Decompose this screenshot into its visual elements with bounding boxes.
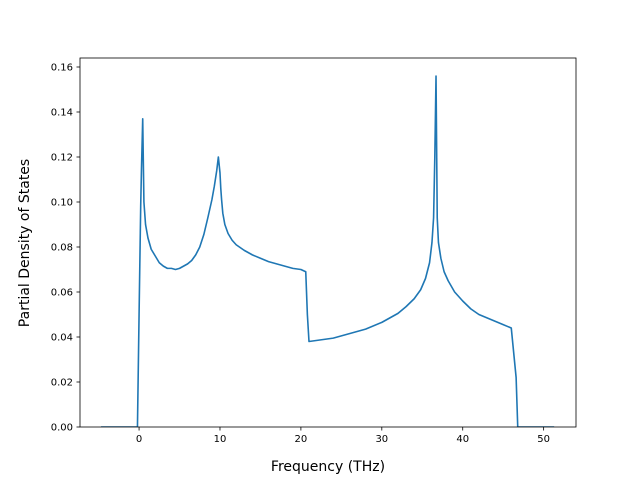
y-tick-label: 0.14: [51, 108, 73, 119]
x-tick-label: 0: [136, 434, 142, 445]
y-tick-label: 0.12: [51, 153, 73, 164]
series-line-0: [101, 75, 555, 427]
x-tick-label: 30: [375, 434, 388, 445]
y-tick-label: 0.08: [51, 243, 73, 254]
y-tick-label: 0.10: [51, 198, 73, 209]
y-axis-label: Partial Density of States: [17, 159, 33, 327]
plot-frame: [79, 57, 577, 428]
x-tick-label: 50: [537, 434, 550, 445]
x-tick-label: 20: [295, 434, 308, 445]
x-tick-label: 10: [214, 434, 227, 445]
axes: 0 10 20 30 40 50 0.00 0.02 0.04 0.06 0.08 0.10 0.12 0…: [51, 57, 577, 445]
y-tick-label: 0.02: [51, 378, 73, 389]
y-tick-label: 0.04: [51, 333, 73, 344]
x-axis-label: Frequency (THz): [271, 459, 385, 475]
y-tick-label: 0.06: [51, 288, 73, 299]
plot-area: [101, 75, 555, 427]
y-tick-label: 0.16: [51, 63, 73, 74]
x-tick-label: 40: [456, 434, 469, 445]
y-tick-label: 0.00: [51, 423, 73, 434]
